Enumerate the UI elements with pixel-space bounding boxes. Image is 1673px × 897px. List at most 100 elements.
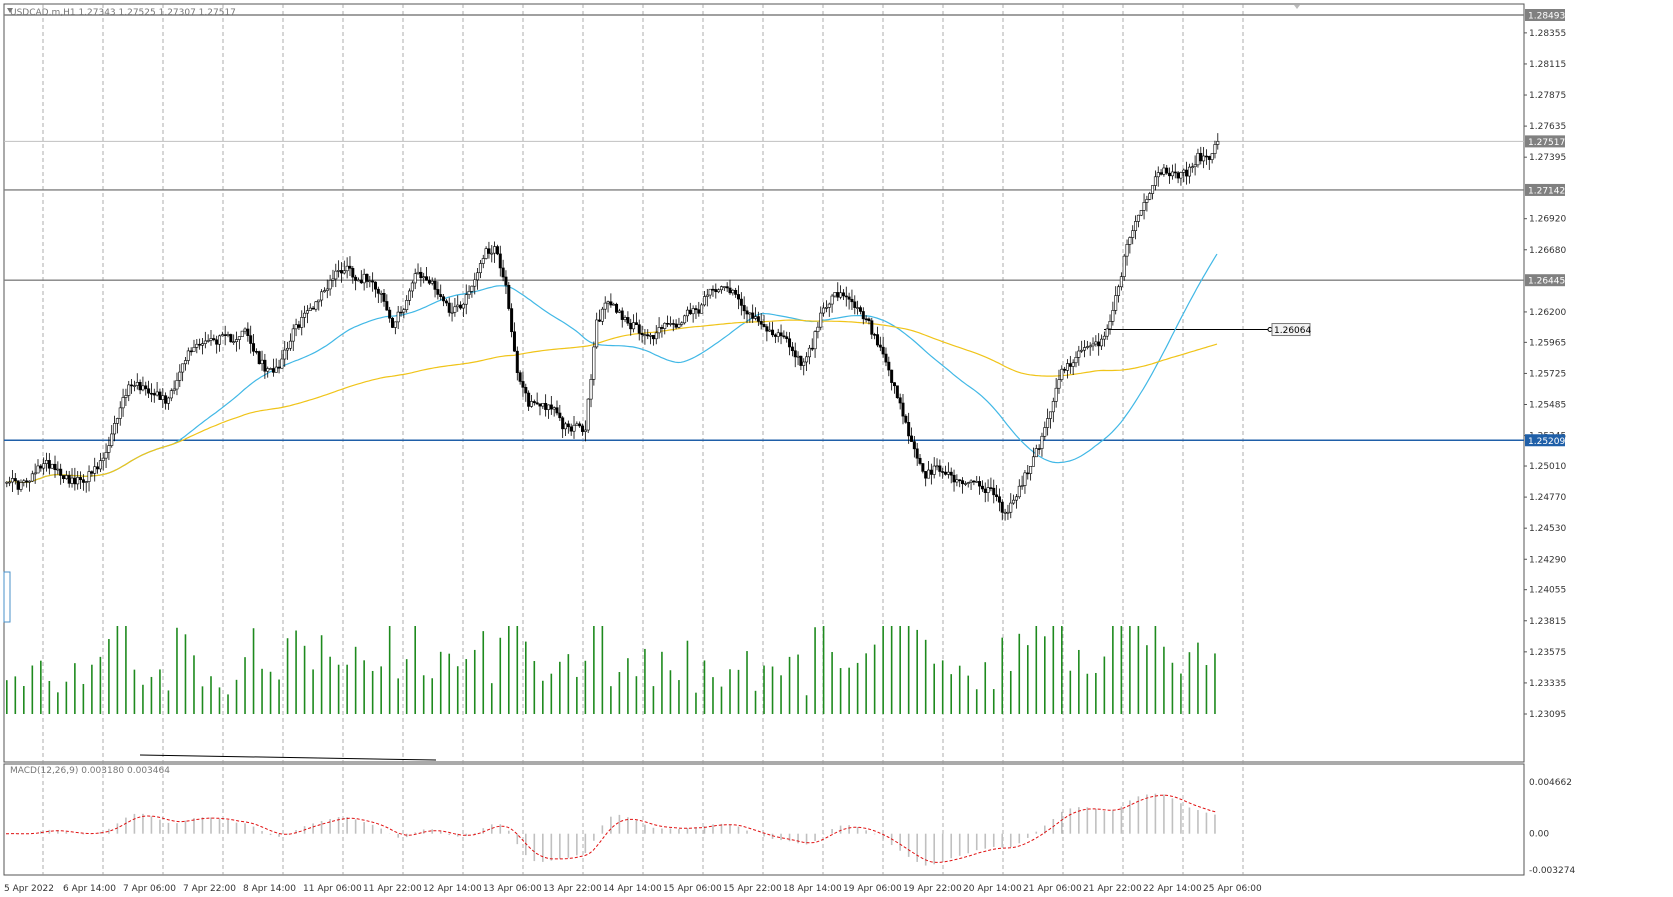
candle-body: [30, 473, 34, 482]
price-tick-label: 1.26920: [1529, 215, 1566, 225]
candle-body: [776, 332, 780, 337]
candle-body: [575, 423, 579, 426]
candle-body: [841, 292, 845, 297]
macd-histogram-bar: [57, 830, 59, 834]
candle-body: [1153, 176, 1157, 186]
candle-body: [527, 392, 531, 407]
volume-bar: [82, 683, 85, 714]
volume-bar: [91, 664, 93, 714]
macd-histogram-bar: [320, 820, 323, 834]
volume-bar: [116, 626, 119, 714]
candle-body: [1000, 501, 1004, 513]
horizontal-levels[interactable]: 1.26064: [4, 14, 1524, 442]
candle-body: [1196, 152, 1200, 166]
volume-bar: [661, 651, 663, 714]
macd-histogram-bar: [142, 813, 144, 834]
candle-body: [161, 395, 165, 400]
candle-body: [365, 273, 369, 282]
time-tick-label: 14 Apr 14:00: [603, 884, 662, 894]
price-tag-label: 1.28493: [1528, 12, 1565, 22]
volume-bar: [354, 646, 357, 714]
candle-body: [59, 468, 63, 476]
collapse-triangle-icon[interactable]: [7, 8, 13, 13]
candle-body: [737, 294, 741, 300]
volume-bar: [201, 686, 204, 714]
volume-bar: [890, 626, 893, 714]
macd-histogram-bar: [414, 832, 416, 834]
candle-body: [501, 267, 505, 278]
macd-histogram-bar: [788, 833, 791, 842]
candle-body: [76, 477, 80, 485]
volume-bar: [856, 662, 859, 714]
volume-bar: [941, 660, 944, 714]
volume-bar: [627, 658, 629, 714]
candle-body: [115, 418, 119, 424]
candle-body: [456, 304, 460, 308]
candle-body: [490, 252, 494, 255]
candle-body: [612, 303, 616, 306]
volume-bars: [6, 626, 1216, 714]
candle-body: [847, 296, 851, 300]
candle-body: [739, 298, 743, 306]
volume-bar: [559, 661, 561, 714]
price-tag-box: [1525, 274, 1565, 287]
candle-body: [84, 481, 88, 483]
volume-bar: [788, 656, 791, 714]
candle-body: [1048, 411, 1052, 419]
candle-body: [493, 246, 497, 254]
candle-body: [260, 359, 264, 365]
candle-body: [836, 292, 840, 298]
candle-body: [135, 381, 139, 386]
candle-body: [166, 397, 170, 404]
time-tick-label: 6 Apr 14:00: [63, 884, 116, 894]
time-tick-label: 15 Apr 06:00: [663, 884, 722, 894]
macd-histogram-bar: [1163, 794, 1165, 834]
volume-bar: [1146, 645, 1148, 714]
price-axis[interactable]: 1.28355 1.28115 1.27875 1.27635 1.27395 1.269…: [1524, 29, 1575, 876]
macd-histogram-bar: [1120, 806, 1123, 834]
macd-histogram-bar: [729, 824, 731, 834]
candle-body: [181, 363, 185, 373]
candle-body: [385, 301, 389, 311]
volume-bar: [108, 639, 110, 714]
macd-histogram-bar: [839, 825, 842, 834]
macd-histogram-bar: [984, 833, 987, 849]
candle-body: [183, 360, 187, 365]
candle-body: [149, 392, 153, 395]
candle-body: [1017, 485, 1021, 498]
candle-body: [875, 334, 879, 346]
candle-body: [1043, 427, 1047, 437]
macd-histogram-bar: [635, 820, 638, 834]
time-axis[interactable]: 5 Apr 2022 6 Apr 14:00 7 Apr 06:00 7 Apr 22…: [4, 884, 1262, 894]
macd-histogram-bar: [1061, 811, 1063, 834]
candle-body: [512, 331, 516, 352]
candle-body: [771, 329, 775, 336]
macd-histogram-bar: [278, 833, 280, 837]
macd-histogram-bar: [329, 818, 331, 834]
volume-bar: [405, 659, 408, 714]
volume-bar: [218, 687, 221, 714]
chart-shift-marker-icon[interactable]: [1294, 5, 1300, 9]
price-tick-label: 1.28355: [1529, 29, 1566, 39]
macd-histogram-bar: [814, 833, 816, 841]
candle-body: [892, 382, 896, 387]
volume-bar: [6, 680, 8, 714]
ma-fast-line: [5, 253, 1218, 484]
candle-body: [813, 331, 817, 350]
macd-histogram-bar: [712, 824, 714, 834]
candle-body: [498, 253, 502, 269]
macd-histogram-bar: [1188, 807, 1191, 834]
volume-bar: [295, 630, 297, 714]
candle-body: [615, 303, 619, 313]
volume-bar: [1009, 670, 1012, 714]
candle-body: [1097, 341, 1101, 347]
candle-body: [484, 248, 488, 259]
macd-histogram-bar: [1069, 808, 1072, 834]
volume-bar: [1026, 645, 1029, 714]
candle-body: [1083, 347, 1087, 351]
candle-body: [759, 321, 763, 325]
candle-body: [938, 465, 942, 472]
candle-body: [294, 324, 298, 330]
macd-histogram-bar: [899, 833, 901, 851]
